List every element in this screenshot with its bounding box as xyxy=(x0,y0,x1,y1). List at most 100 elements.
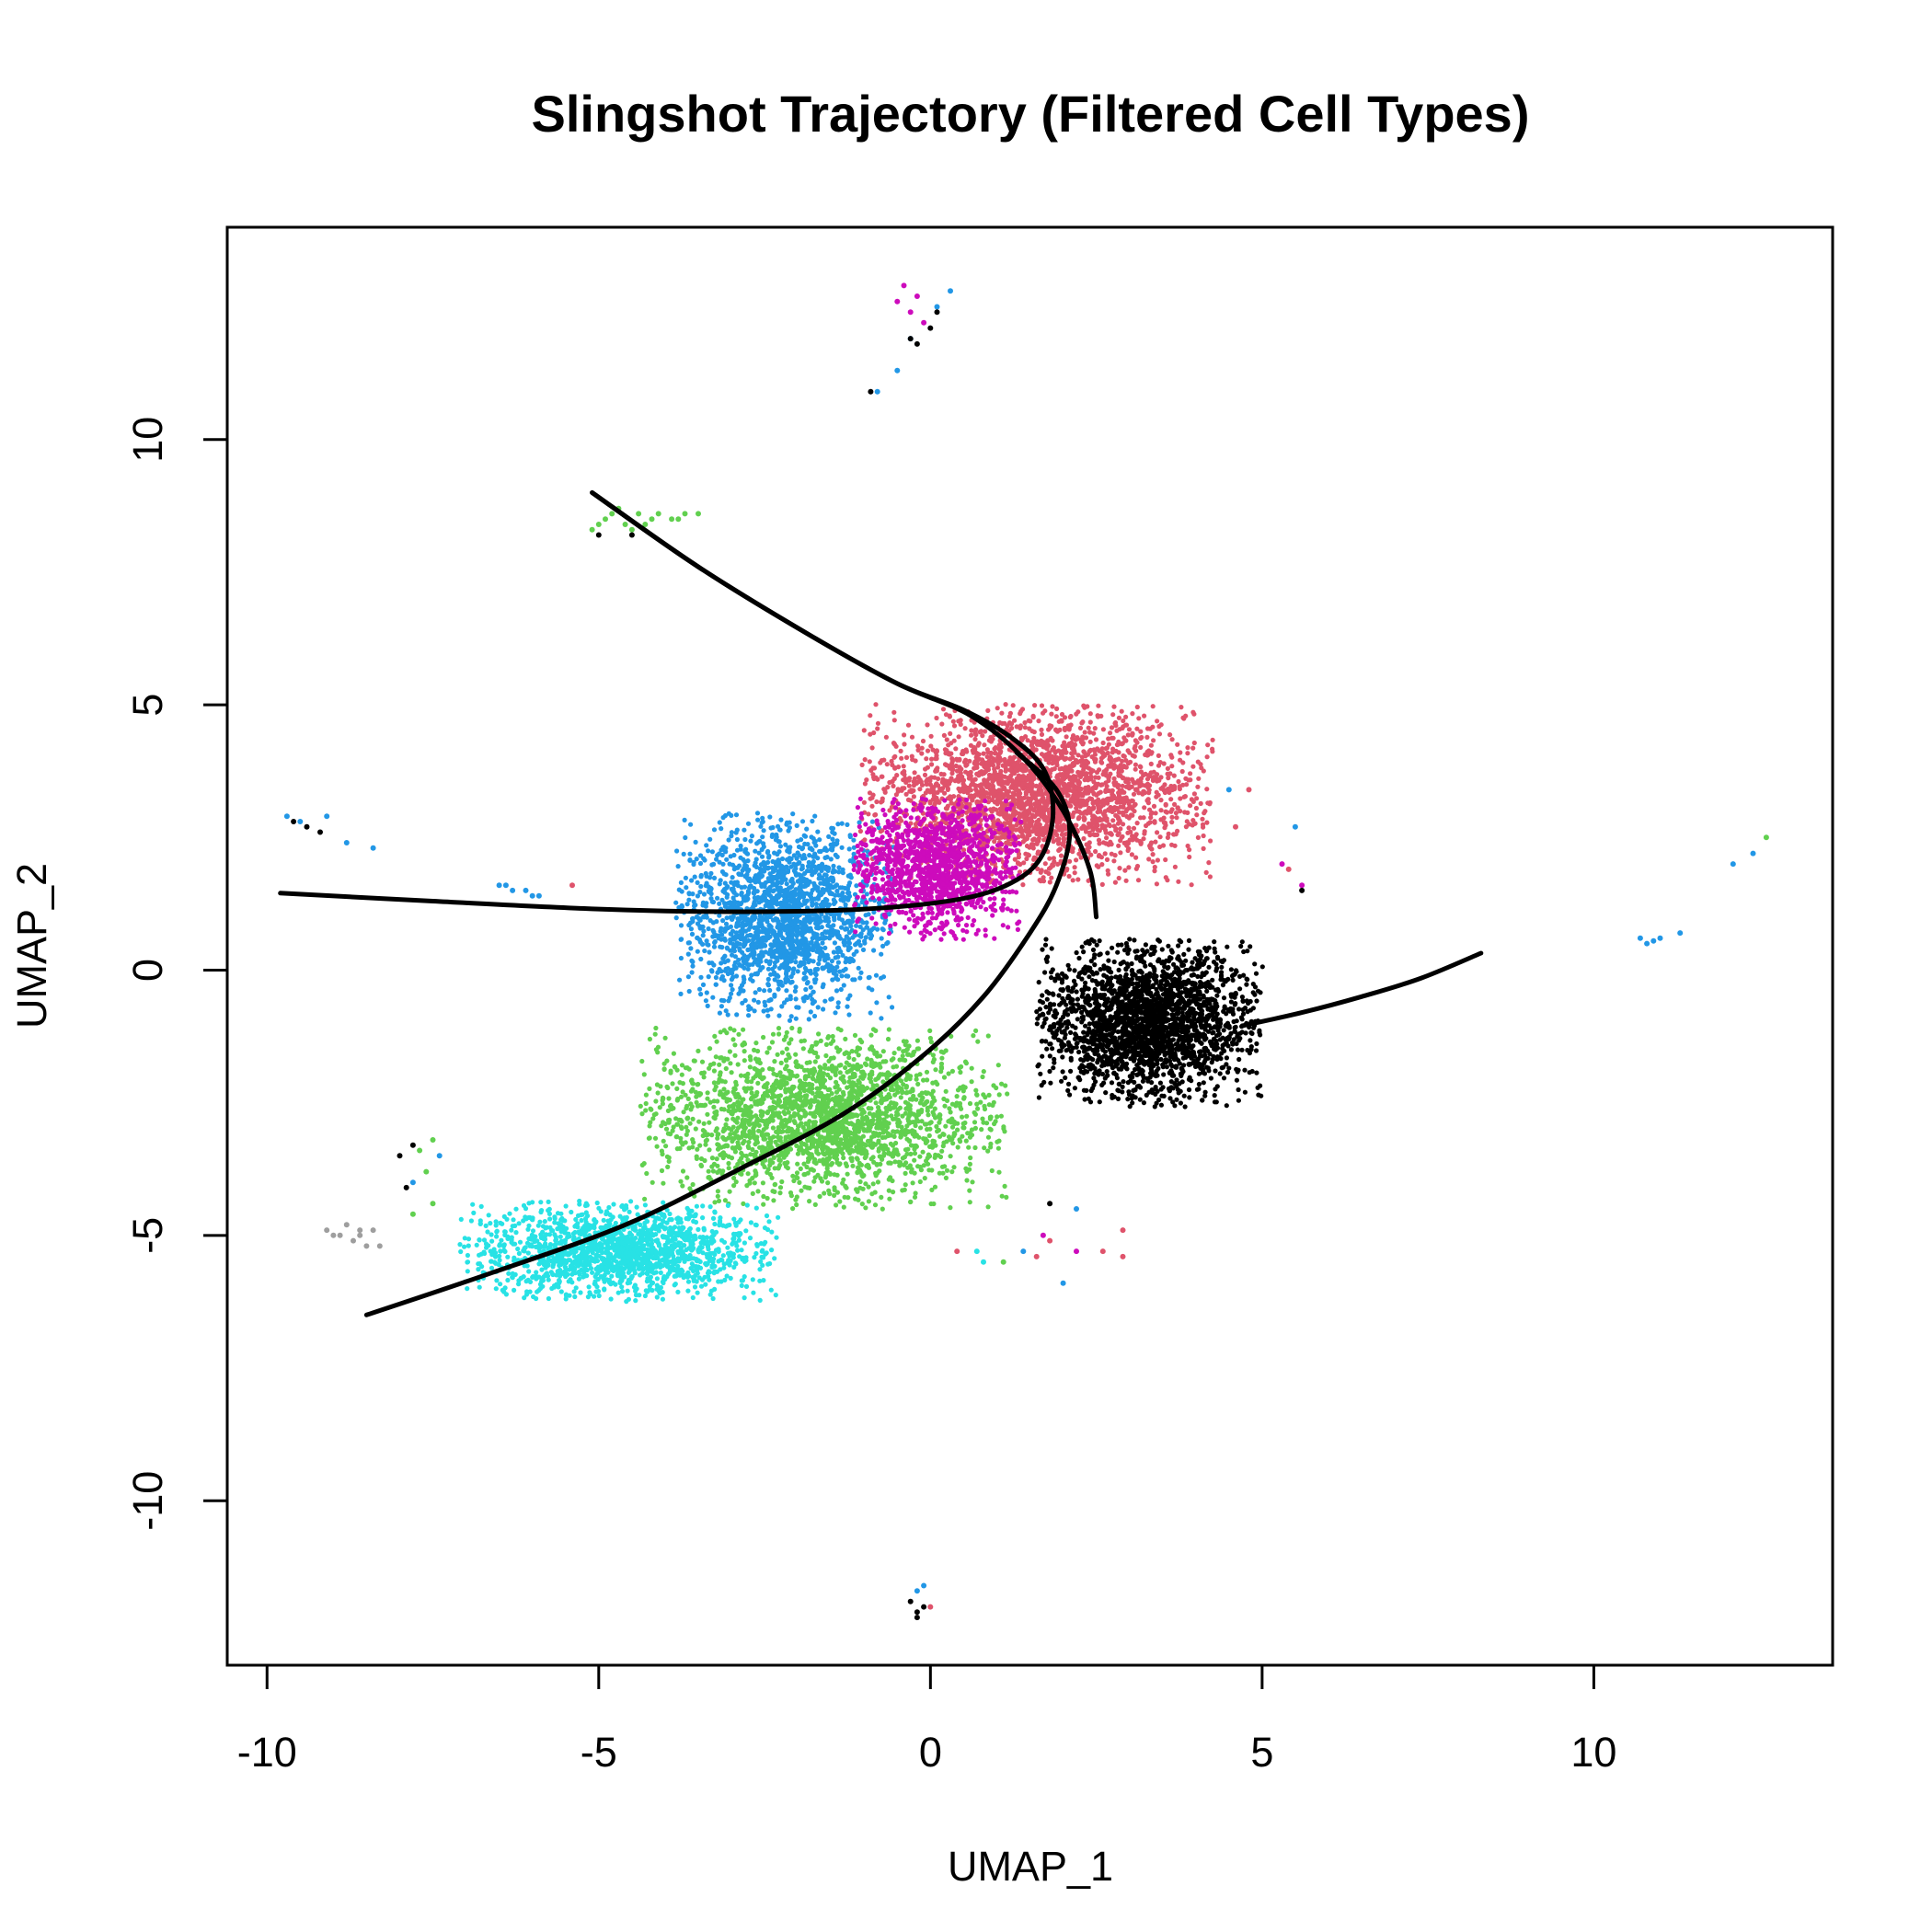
cell-point xyxy=(766,900,772,905)
cell-point xyxy=(787,918,792,924)
cell-point xyxy=(1023,801,1029,807)
cell-point xyxy=(979,794,985,799)
cell-point xyxy=(1096,703,1101,708)
cell-point xyxy=(992,769,997,775)
cell-point xyxy=(1052,766,1057,772)
cell-point xyxy=(805,864,811,869)
cell-point xyxy=(912,770,917,776)
cell-point xyxy=(1104,857,1110,863)
cell-point xyxy=(1031,730,1037,735)
cell-point xyxy=(1158,798,1164,803)
cell-point xyxy=(911,794,917,799)
cell-point xyxy=(774,935,779,941)
cell-point xyxy=(946,742,951,748)
cell-point xyxy=(708,870,714,877)
cell-point xyxy=(784,820,790,825)
cell-point xyxy=(829,825,834,831)
cell-point xyxy=(949,770,955,776)
cell-point xyxy=(915,779,921,785)
cell-point xyxy=(1014,801,1019,807)
cell-point xyxy=(1052,750,1058,755)
cell-point xyxy=(759,939,765,945)
cell-point xyxy=(1190,709,1196,715)
cell-point xyxy=(1128,812,1134,818)
cell-point xyxy=(868,931,873,937)
cell-point xyxy=(846,1012,852,1018)
cell-point xyxy=(1033,804,1039,810)
cell-point xyxy=(1202,811,1207,816)
cell-point xyxy=(857,820,862,825)
cell-point xyxy=(972,744,977,751)
cell-point xyxy=(1064,765,1070,771)
cell-point xyxy=(1108,839,1113,845)
cell-point xyxy=(1187,854,1192,860)
cell-point xyxy=(698,874,704,880)
cell-point xyxy=(1146,857,1152,862)
cell-point xyxy=(841,983,846,988)
cell-point xyxy=(822,855,828,861)
cell-point xyxy=(981,830,986,836)
cell-point xyxy=(1011,770,1018,776)
cell-point xyxy=(1047,880,1052,885)
cell-point xyxy=(1085,752,1090,757)
cell-point xyxy=(695,893,701,899)
cell-point xyxy=(724,857,730,862)
cell-point xyxy=(905,722,912,728)
cell-point xyxy=(1100,740,1106,746)
cell-point xyxy=(1153,839,1158,845)
cell-point xyxy=(801,998,807,1004)
cell-point xyxy=(796,1005,801,1010)
cell-point xyxy=(982,777,987,783)
cell-point xyxy=(1090,806,1096,811)
cell-point xyxy=(745,821,752,826)
cell-point xyxy=(1174,815,1179,821)
cell-point xyxy=(730,952,735,958)
cell-point xyxy=(723,927,729,933)
cell-point xyxy=(752,895,757,901)
cell-point xyxy=(1060,772,1065,777)
cell-point xyxy=(927,800,933,806)
cell-point xyxy=(906,916,912,922)
cell-point xyxy=(875,720,881,726)
cell-point xyxy=(1113,723,1119,729)
cell-point xyxy=(1023,789,1029,795)
cell-point xyxy=(804,981,811,986)
cell-point xyxy=(1125,830,1131,835)
cell-point xyxy=(833,892,838,898)
cell-point xyxy=(736,991,742,996)
cell-point xyxy=(807,914,812,920)
cell-point xyxy=(1150,859,1156,865)
cell-point xyxy=(879,936,884,941)
cell-point xyxy=(833,955,838,960)
cell-point xyxy=(972,918,977,924)
cell-point xyxy=(985,782,992,788)
cell-point xyxy=(1074,805,1079,811)
cell-point xyxy=(706,926,711,932)
cell-point xyxy=(741,988,746,994)
cell-point xyxy=(1007,819,1013,825)
cell-point xyxy=(1097,748,1102,753)
cell-point xyxy=(1119,788,1125,793)
cell-point xyxy=(905,797,912,803)
cell-point xyxy=(1138,736,1144,742)
cell-point xyxy=(1147,807,1153,812)
cell-point xyxy=(819,925,824,930)
cell-point xyxy=(788,959,794,964)
cell-point xyxy=(878,760,883,765)
cell-point xyxy=(1137,838,1143,845)
cell-point xyxy=(1111,704,1117,709)
cell-point xyxy=(861,799,868,805)
cell-point xyxy=(1178,757,1183,763)
cell-point xyxy=(970,798,975,803)
cell-point xyxy=(1044,746,1050,752)
cell-point xyxy=(769,954,775,960)
cell-point xyxy=(1150,704,1156,709)
cell-point xyxy=(784,857,790,862)
cell-point xyxy=(880,974,887,980)
cell-point xyxy=(900,786,905,791)
cell-point xyxy=(858,934,864,939)
cell-point xyxy=(678,937,684,942)
cell-point xyxy=(868,731,873,737)
cell-point xyxy=(794,904,799,910)
cell-point xyxy=(880,926,885,932)
